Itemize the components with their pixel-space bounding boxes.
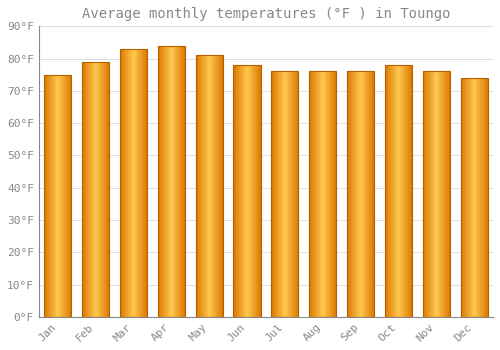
Title: Average monthly temperatures (°F ) in Toungo: Average monthly temperatures (°F ) in To… [82,7,450,21]
Bar [44,75,72,317]
Bar [422,71,450,317]
Bar [347,71,374,317]
Bar [385,65,412,317]
Bar [460,78,488,317]
Bar [271,71,298,317]
Bar [82,62,109,317]
Bar [120,49,147,317]
Bar [234,65,260,317]
Bar [309,71,336,317]
Bar [196,55,223,317]
Bar [158,46,185,317]
